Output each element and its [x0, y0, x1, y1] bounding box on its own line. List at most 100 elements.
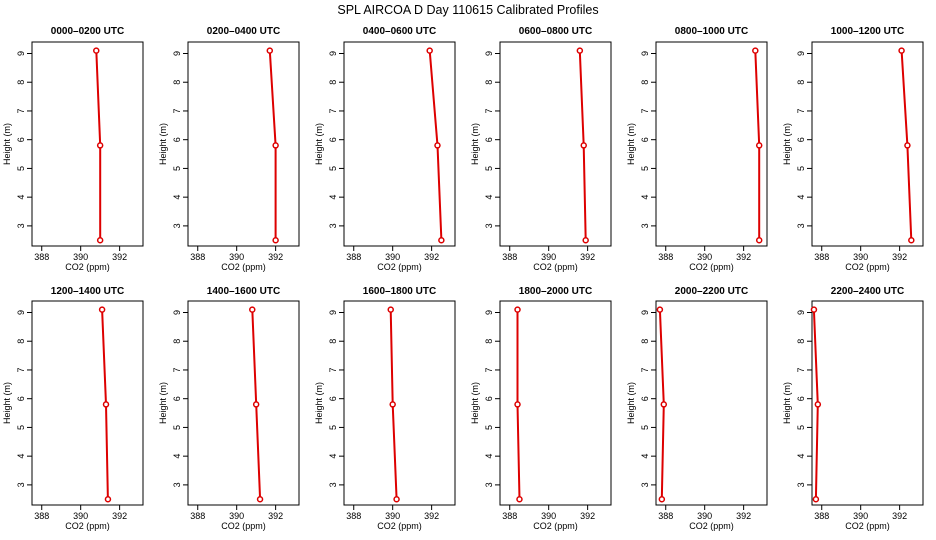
y-axis-label: Height (m) — [2, 382, 12, 424]
data-point — [908, 237, 915, 244]
data-point — [576, 47, 584, 54]
data-point — [898, 47, 905, 54]
y-tick-label: 4 — [16, 195, 26, 200]
data-point — [272, 237, 279, 244]
y-tick-label: 5 — [796, 425, 806, 430]
data-point — [98, 306, 106, 313]
x-tick-label: 390 — [697, 511, 712, 521]
panel-3: 0400–0600 UTC 388 390 392 3 4 5 6 7 8 9 CO2 (ppm) He… — [314, 26, 456, 272]
plot-frame — [31, 300, 144, 506]
x-tick-label: 388 — [658, 252, 673, 262]
data-point — [426, 47, 433, 54]
y-tick-label: 4 — [172, 195, 182, 200]
y-tick-label: 6 — [796, 396, 806, 401]
y-tick-label: 3 — [172, 223, 182, 228]
y-tick-label: 3 — [328, 223, 338, 228]
data-point — [810, 306, 818, 313]
y-tick-label: 5 — [16, 425, 26, 430]
x-tick-label: 390 — [73, 511, 88, 521]
data-point — [93, 47, 100, 54]
y-tick-label: 5 — [16, 166, 26, 171]
y-tick-label: 4 — [328, 454, 338, 459]
y-tick-label: 6 — [640, 137, 650, 142]
y-tick-label: 7 — [796, 367, 806, 372]
y-tick-label: 5 — [484, 166, 494, 171]
panel-title: 0400–0600 UTC — [363, 26, 436, 37]
plot-frame — [187, 41, 300, 247]
x-tick-label: 388 — [190, 511, 205, 521]
y-tick-label: 4 — [328, 195, 338, 200]
x-tick-label: 388 — [658, 511, 673, 521]
panel-2: 0200–0400 UTC 388 390 392 3 4 5 6 7 8 9 CO2 (ppm) He… — [158, 26, 300, 272]
panel-9: 1600–1800 UTC 388 390 392 3 4 5 6 7 8 9 CO2 (ppm) He… — [314, 286, 456, 531]
data-point — [272, 142, 279, 149]
x-tick-label: 388 — [34, 252, 49, 262]
plot-frame — [343, 300, 456, 506]
panel-title: 1000–1200 UTC — [831, 26, 904, 37]
y-tick-label: 6 — [328, 137, 338, 142]
x-tick-label: 390 — [385, 252, 400, 262]
x-tick-label: 388 — [190, 252, 205, 262]
plot-frame — [31, 41, 144, 247]
y-tick-label: 9 — [796, 310, 806, 315]
data-point — [434, 142, 441, 149]
y-tick-label: 9 — [16, 310, 26, 315]
y-tick-label: 3 — [328, 482, 338, 487]
y-tick-label: 6 — [16, 396, 26, 401]
data-point — [814, 401, 822, 408]
x-tick-label: 388 — [814, 252, 829, 262]
panel-8: 1400–1600 UTC 388 390 392 3 4 5 6 7 8 9 CO2 (ppm) He… — [158, 286, 300, 531]
y-axis-label: Height (m) — [626, 123, 636, 165]
panel-title: 2200–2400 UTC — [831, 286, 904, 297]
y-tick-label: 9 — [640, 310, 650, 315]
panel-title: 0600–0800 UTC — [519, 26, 592, 37]
y-tick-label: 8 — [484, 339, 494, 344]
y-tick-label: 3 — [796, 482, 806, 487]
panel-title: 1800–2000 UTC — [519, 286, 592, 297]
y-axis-label: Height (m) — [782, 382, 792, 424]
x-axis-label: CO2 (ppm) — [65, 521, 110, 531]
x-axis-label: CO2 (ppm) — [689, 262, 734, 272]
x-tick-label: 392 — [892, 252, 907, 262]
data-point — [256, 496, 264, 503]
panel-title: 0000–0200 UTC — [51, 26, 124, 37]
y-tick-label: 6 — [640, 396, 650, 401]
y-tick-label: 6 — [484, 137, 494, 142]
x-tick-label: 390 — [385, 511, 400, 521]
y-tick-label: 7 — [484, 367, 494, 372]
x-tick-label: 392 — [580, 511, 595, 521]
y-tick-label: 6 — [16, 137, 26, 142]
y-tick-label: 8 — [328, 339, 338, 344]
data-point — [266, 47, 274, 54]
data-point — [656, 306, 664, 313]
panel-title: 2000–2200 UTC — [675, 286, 748, 297]
y-tick-label: 8 — [640, 80, 650, 85]
data-point — [438, 237, 445, 244]
data-point — [104, 496, 112, 503]
plot-frame — [811, 300, 924, 506]
data-point — [96, 237, 104, 244]
y-axis-label: Height (m) — [2, 123, 12, 165]
y-axis-label: Height (m) — [314, 382, 324, 424]
y-tick-label: 4 — [16, 454, 26, 459]
panel-title: 0800–1000 UTC — [675, 26, 748, 37]
y-tick-label: 8 — [16, 80, 26, 85]
panel-title: 0200–0400 UTC — [207, 26, 280, 37]
data-point — [812, 496, 820, 503]
panel-12: 2200–2400 UTC 388 390 392 3 4 5 6 7 8 9 CO2 (ppm) He… — [782, 286, 924, 531]
y-tick-label: 7 — [640, 108, 650, 113]
y-tick-label: 4 — [484, 454, 494, 459]
panel-title: 1400–1600 UTC — [207, 286, 280, 297]
panel-11: 2000–2200 UTC 388 390 392 3 4 5 6 7 8 9 CO2 (ppm) He… — [626, 286, 768, 531]
x-tick-label: 392 — [736, 511, 751, 521]
y-tick-label: 8 — [484, 80, 494, 85]
x-tick-label: 388 — [502, 252, 517, 262]
x-axis-label: CO2 (ppm) — [377, 521, 422, 531]
x-axis-label: CO2 (ppm) — [377, 262, 422, 272]
x-tick-label: 390 — [541, 252, 556, 262]
y-tick-label: 3 — [16, 482, 26, 487]
x-axis-label: CO2 (ppm) — [221, 262, 266, 272]
panel-1: 0000–0200 UTC 388 390 392 3 4 5 6 7 8 9 CO2 (ppm) He… — [2, 26, 144, 272]
x-axis-label: CO2 (ppm) — [221, 521, 266, 531]
y-tick-label: 9 — [172, 310, 182, 315]
